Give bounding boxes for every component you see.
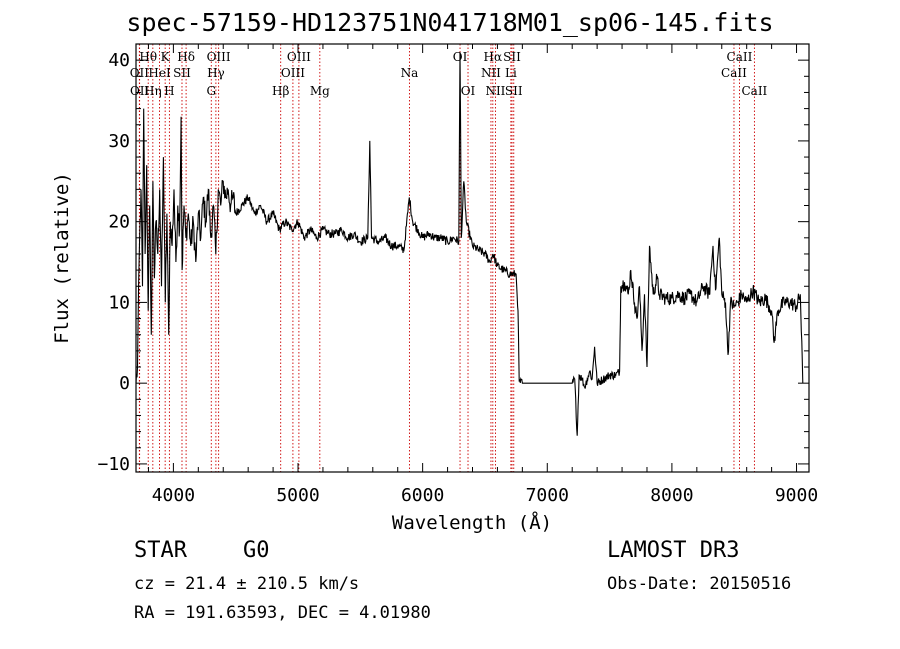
- x-axis-label: Wavelength (Å): [392, 511, 552, 534]
- y-tick-label: 40: [108, 50, 130, 71]
- line-label-Hγ: Hγ: [207, 66, 225, 80]
- line-label-Mg: Mg: [310, 84, 330, 98]
- line-label-K: K: [161, 50, 171, 64]
- redshift-velocity: cz = 21.4 ± 210.5 km/s: [134, 574, 360, 594]
- line-label-SII: SII: [505, 84, 523, 98]
- line-label-NII: NII: [485, 84, 505, 98]
- line-label-OIII: OIII: [281, 66, 305, 80]
- line-label-CaII: CaII: [741, 84, 767, 98]
- line-label-HeI: HeI: [148, 66, 171, 80]
- x-tick-label: 4000: [152, 485, 195, 506]
- line-label-CaII: CaII: [721, 66, 747, 80]
- line-label-CaII: CaII: [727, 50, 753, 64]
- y-tick-label: 10: [108, 292, 130, 313]
- y-tick-label: 30: [108, 131, 130, 152]
- line-label-Na: Na: [401, 66, 419, 80]
- coordinates: RA = 191.63593, DEC = 4.01980: [134, 603, 431, 623]
- y-tick-label: −10: [97, 454, 130, 475]
- line-label-OIII: OIII: [287, 50, 311, 64]
- line-label-Li: Li: [505, 66, 517, 80]
- x-tick-label: 5000: [276, 485, 319, 506]
- line-label-OII: OII: [130, 84, 150, 98]
- line-label-SII: SII: [503, 50, 521, 64]
- spectrum-title: spec-57159-HD123751N041718M01_sp06-145.f…: [126, 8, 774, 37]
- line-label-OI: OI: [453, 50, 468, 64]
- line-label-H: H: [164, 84, 174, 98]
- object-subclass: G0: [243, 538, 270, 563]
- line-label-Hδ: Hδ: [177, 50, 195, 64]
- line-label-Hα: Hα: [484, 50, 503, 64]
- y-tick-label: 20: [108, 212, 130, 233]
- object-class: STAR: [134, 538, 187, 563]
- y-axis-label: Flux (relative): [51, 172, 73, 344]
- line-label-Hβ: Hβ: [272, 84, 289, 98]
- line-label-OIII: OIII: [207, 50, 231, 64]
- line-label-Hη: Hη: [144, 84, 162, 98]
- tick-labels: 4000 5000 6000 7000 8000 9000 −10 0 10 20 30 40: [97, 50, 818, 506]
- axis-ticks: [136, 43, 809, 472]
- line-label-OII: OII: [130, 66, 150, 80]
- line-label-Hθ: Hθ: [139, 50, 157, 64]
- survey-name: LAMOST DR3: [607, 538, 740, 563]
- observation-date: Obs-Date: 20150516: [607, 574, 792, 594]
- line-label-SII: SII: [173, 66, 191, 80]
- spectrum-line: [135, 52, 804, 436]
- x-tick-label: 6000: [401, 485, 444, 506]
- y-tick-label: 0: [119, 373, 130, 394]
- x-tick-label: 8000: [650, 485, 693, 506]
- x-tick-label: 7000: [526, 485, 569, 506]
- x-tick-label: 9000: [775, 485, 818, 506]
- line-label-NII: NII: [481, 66, 501, 80]
- line-label-OI: OI: [461, 84, 476, 98]
- line-label-G: G: [206, 84, 216, 98]
- plot-frame: [135, 43, 810, 473]
- spectral-line-markers: [138, 44, 755, 472]
